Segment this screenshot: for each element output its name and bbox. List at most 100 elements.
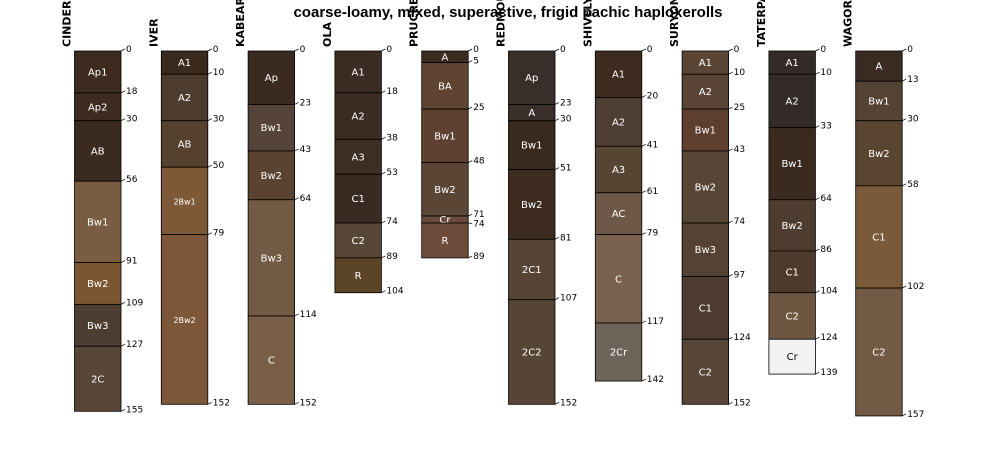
- depth-tick: [294, 197, 299, 201]
- horizon-label: Bw1: [781, 159, 802, 170]
- soil-profile: A1 A2 A3 AC C 2Cr 0 20 41 61 79 117 142 SHIVELY: [581, 0, 664, 385]
- horizon-label: A1: [786, 58, 799, 69]
- horizon-block: [334, 222, 382, 259]
- depth-label: 79: [647, 229, 659, 239]
- depth-tick: [815, 197, 820, 201]
- depth-tick: [641, 95, 646, 98]
- depth-tick: [381, 255, 386, 259]
- horizon-label: Bw2: [87, 279, 108, 290]
- depth-label: 91: [126, 257, 137, 267]
- depth-label: 124: [820, 333, 837, 343]
- horizon-block: [74, 180, 122, 263]
- horizon-label: A1: [352, 67, 365, 78]
- horizon-block: [421, 108, 469, 163]
- depth-label: 157: [907, 410, 924, 420]
- depth-label: 104: [386, 287, 403, 297]
- depth-tick: [815, 290, 820, 294]
- depth-tick: [468, 222, 473, 224]
- soil-profile: Ap A Bw1 Bw2 2C1 2C2 0 23 30 51 81 107 152 REDMOUNT: [495, 0, 578, 408]
- depth-tick: [641, 190, 646, 194]
- horizon-block: [247, 50, 296, 105]
- depth-label: 30: [560, 115, 572, 125]
- depth-tick: [554, 402, 560, 405]
- depth-tick: [294, 148, 299, 152]
- horizon-block: [160, 120, 209, 168]
- depth-tick: [207, 118, 212, 122]
- profile-name: TATERPA: [755, 0, 768, 47]
- horizon-block: [855, 120, 903, 187]
- profile-name: IVER: [147, 18, 160, 47]
- depth-tick: [468, 255, 473, 259]
- horizon-block: [681, 73, 729, 110]
- horizon-label: Bw3: [695, 245, 716, 256]
- horizon-block: [247, 315, 296, 405]
- horizon-block: [508, 238, 556, 301]
- depth-tick: [641, 48, 646, 52]
- soil-profile: A1 A2 Bw1 Bw2 Bw3 C1 C2 0 10 25 43 74 97 124 152 SURYON: [668, 0, 751, 408]
- depth-label: 18: [126, 87, 138, 97]
- depth-label: 81: [560, 233, 571, 243]
- depth-label: 152: [300, 398, 317, 408]
- depth-tick: [120, 302, 126, 305]
- horizon-label: R: [441, 236, 448, 247]
- horizon-label: A2: [352, 112, 365, 123]
- depth-tick: [381, 90, 386, 94]
- depth-tick: [381, 171, 386, 175]
- depth-label: 0: [907, 45, 913, 55]
- depth-tick: [902, 78, 907, 82]
- depth-tick: [294, 313, 299, 317]
- depth-tick: [815, 48, 820, 52]
- horizon-label: A: [876, 62, 883, 73]
- depth-tick: [902, 118, 907, 122]
- depth-tick: [728, 148, 733, 152]
- depth-label: 23: [560, 98, 571, 108]
- horizon-label: AC: [612, 209, 626, 220]
- depth-tick: [554, 48, 560, 52]
- horizon-block: [334, 92, 382, 140]
- horizon-block: [334, 50, 382, 94]
- depth-tick: [120, 90, 126, 94]
- depth-tick: [554, 118, 560, 122]
- depth-tick: [554, 236, 560, 240]
- depth-label: 30: [213, 115, 225, 125]
- depth-tick: [468, 213, 473, 217]
- horizon-block: [421, 62, 469, 110]
- horizon-label: A: [442, 52, 449, 63]
- depth-label: 152: [560, 398, 577, 408]
- depth-label: 30: [907, 115, 919, 125]
- depth-tick: [641, 232, 646, 235]
- horizon-label: BA: [438, 81, 452, 92]
- depth-tick: [902, 285, 907, 289]
- horizon-label: C2: [351, 236, 364, 247]
- depth-tick: [728, 336, 733, 340]
- depth-tick: [120, 408, 126, 412]
- depth-tick: [902, 183, 907, 187]
- depth-tick: [120, 343, 126, 347]
- horizon-block: [247, 199, 296, 317]
- horizon-block: [160, 73, 209, 122]
- depth-label: 23: [300, 98, 311, 108]
- profile-name: WAGORE: [842, 0, 855, 47]
- horizon-block: [508, 299, 556, 405]
- horizon-block: [681, 108, 729, 152]
- depth-tick: [728, 48, 733, 52]
- horizon-label: C1: [351, 194, 364, 205]
- horizon-label: C1: [699, 303, 712, 314]
- horizon-block: [74, 120, 122, 182]
- depth-label: 86: [820, 245, 832, 255]
- depth-tick: [294, 102, 299, 105]
- profile-name: CINDERSPRING: [61, 0, 74, 47]
- depth-label: 0: [560, 45, 566, 55]
- depth-label: 64: [820, 194, 832, 204]
- depth-tick: [728, 402, 733, 405]
- horizon-label: Bw1: [261, 123, 282, 134]
- depth-tick: [468, 106, 473, 110]
- horizon-label: C: [615, 274, 622, 285]
- horizon-label: A1: [612, 70, 625, 81]
- horizon-label: A1: [699, 58, 712, 69]
- horizon-block: [681, 276, 729, 340]
- horizon-label: C2: [699, 367, 712, 378]
- depth-label: 61: [647, 187, 658, 197]
- horizon-block: [508, 169, 556, 240]
